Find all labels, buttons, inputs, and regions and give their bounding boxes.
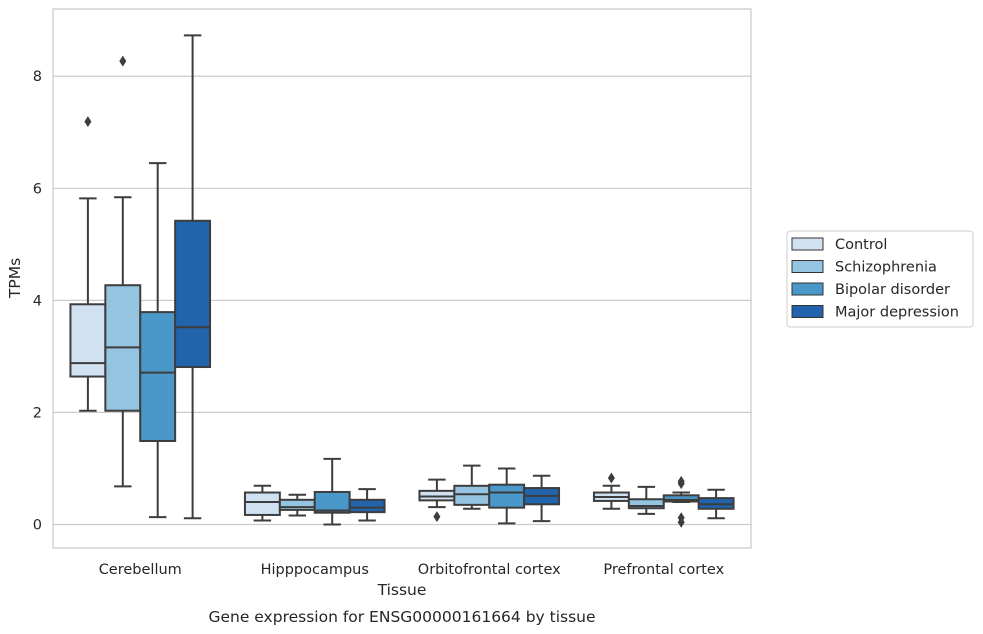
box-major-depression xyxy=(174,34,212,520)
outlier-marker xyxy=(433,511,441,523)
chart-caption: Gene expression for ENSG00000161664 by t… xyxy=(208,608,595,626)
legend-label: Control xyxy=(835,237,887,253)
box-bipolar-disorder xyxy=(662,475,700,528)
box-bipolar-disorder xyxy=(139,162,177,519)
legend-label: Bipolar disorder xyxy=(835,282,950,298)
x-axis-title: Tissue xyxy=(377,581,427,599)
box-body xyxy=(348,498,386,514)
legend-swatch xyxy=(791,260,824,273)
box-schizophrenia xyxy=(278,493,316,517)
box-control xyxy=(592,472,630,510)
box-body xyxy=(139,311,177,442)
outlier-marker xyxy=(677,512,685,524)
outlier-marker xyxy=(84,116,92,128)
box-body xyxy=(174,219,212,369)
y-axis-title: TPMs xyxy=(6,258,24,299)
y-tick-label: 2 xyxy=(33,405,42,421)
x-tick-label: Cerebellum xyxy=(99,562,182,578)
x-tick-labels: Cerebellum Hipppocampus Orbitofrontal cort… xyxy=(99,562,725,578)
outlier-marker xyxy=(607,472,615,484)
box-body xyxy=(69,303,107,378)
legend-frame xyxy=(786,230,974,328)
box-control xyxy=(418,478,456,523)
legend-label: Schizophrenia xyxy=(835,260,937,276)
box-bipolar-disorder xyxy=(313,457,351,526)
legend: Control Schizophrenia Bipolar disorder Majo… xyxy=(786,230,974,328)
box-body xyxy=(488,483,526,509)
outlier-marker xyxy=(677,475,685,487)
box-major-depression xyxy=(348,488,386,522)
box-body xyxy=(453,484,491,506)
box-major-depression xyxy=(697,488,735,520)
y-tick-label: 8 xyxy=(33,69,42,85)
box-schizophrenia xyxy=(104,55,142,488)
legend-label: Major depression xyxy=(835,305,959,321)
x-tick-label: Orbitofrontal cortex xyxy=(418,562,561,578)
y-tick-label: 6 xyxy=(33,181,42,197)
y-tick-labels: 0 2 4 6 8 xyxy=(33,69,42,533)
plot-frame xyxy=(52,8,752,549)
box-body xyxy=(627,498,665,510)
legend-swatch xyxy=(791,237,824,251)
box-control xyxy=(243,484,281,522)
box-bipolar-disorder xyxy=(488,467,526,525)
box-body xyxy=(278,498,316,511)
x-tick-label: Hipppocampus xyxy=(261,562,369,578)
box-major-depression xyxy=(523,474,561,523)
y-tick-label: 0 xyxy=(33,517,42,533)
legend-swatch xyxy=(791,305,824,318)
box-body xyxy=(243,491,281,516)
x-tick-label: Prefrontal cortex xyxy=(603,562,724,578)
outlier-marker xyxy=(119,55,127,67)
box-schizophrenia xyxy=(627,485,665,515)
legend-swatch xyxy=(791,282,824,296)
box-control xyxy=(69,116,107,412)
box-schizophrenia xyxy=(453,464,491,510)
y-tick-label: 4 xyxy=(33,293,42,309)
boxes xyxy=(69,34,735,528)
